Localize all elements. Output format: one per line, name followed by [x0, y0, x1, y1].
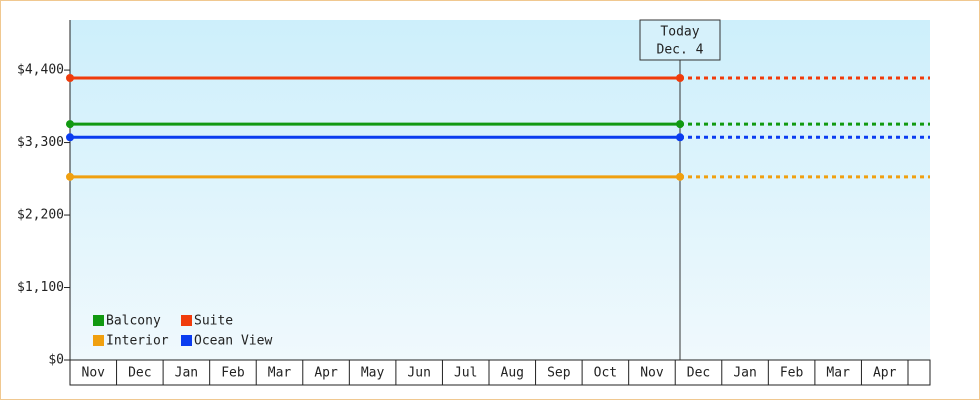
y-tick-label: $1,100 [17, 280, 64, 295]
x-tick-label: Jan [175, 366, 198, 381]
legend-swatch [181, 335, 192, 346]
x-axis-cells [69, 359, 931, 386]
x-tick-label: Jun [407, 366, 430, 381]
y-tick-label: $3,300 [17, 135, 64, 150]
legend-swatch [93, 315, 104, 326]
point [676, 133, 684, 142]
point [676, 172, 684, 181]
legend-label: Suite [194, 314, 233, 329]
x-tick-label: Dec [687, 366, 710, 381]
annotation-box [639, 19, 721, 61]
x-tick-label: Mar [826, 366, 850, 381]
annotation-text: Today [660, 25, 699, 40]
x-tick-label: Nov [82, 366, 106, 381]
x-tick-label: Dec [128, 366, 151, 381]
point [66, 120, 74, 129]
x-tick-label: Nov [640, 366, 664, 381]
legend-label: Interior [106, 334, 169, 349]
x-tick-label: Apr [873, 366, 897, 381]
legend-label: Balcony [106, 314, 161, 329]
x-tick-label: Jan [733, 366, 756, 381]
y-tick-label: $2,200 [17, 208, 64, 223]
point [66, 133, 74, 142]
x-tick-label: Oct [594, 366, 617, 381]
legend-swatch [181, 315, 192, 326]
point [66, 172, 74, 181]
x-tick-label: May [361, 366, 385, 381]
legend-swatch [93, 335, 104, 346]
annotation-text: Dec. 4 [657, 43, 704, 58]
x-tick-label: Feb [221, 366, 245, 381]
y-tick-label: $4,400 [17, 63, 64, 78]
point [66, 73, 74, 82]
x-tick-label: Aug [501, 366, 524, 381]
y-tick-label: $0 [48, 353, 64, 368]
point [676, 120, 684, 129]
x-tick-label: Mar [268, 366, 292, 381]
x-tick-label: Jul [454, 366, 477, 381]
legend-label: Ocean View [194, 334, 272, 349]
x-tick-label: Apr [314, 366, 338, 381]
x-tick-label: Feb [780, 366, 804, 381]
plot-area [70, 20, 930, 360]
x-tick-label: Sep [547, 366, 571, 381]
point [676, 73, 684, 82]
